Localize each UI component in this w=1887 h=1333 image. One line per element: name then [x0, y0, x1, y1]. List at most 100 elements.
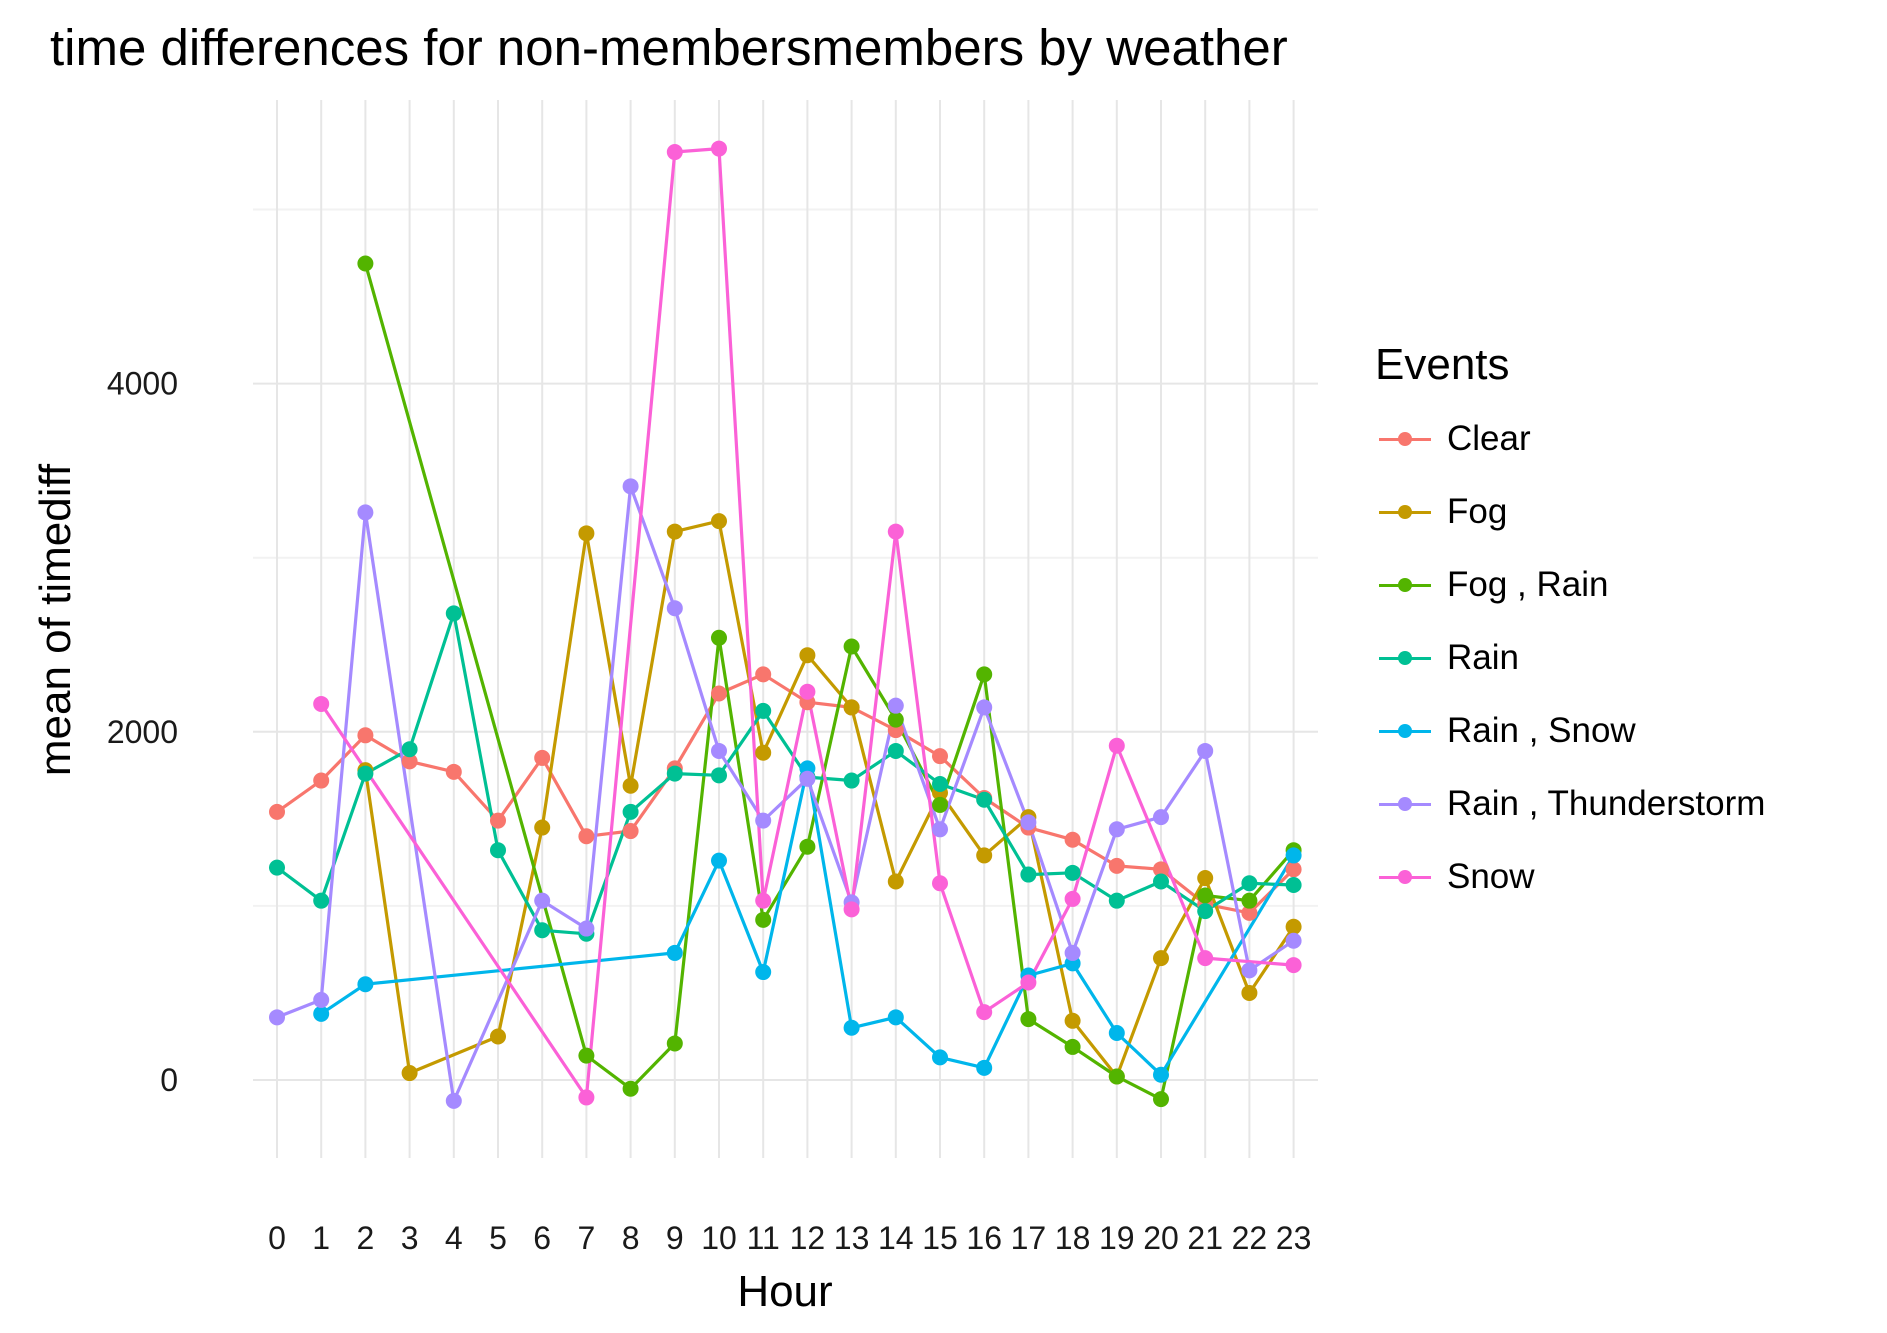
data-point-rain-snow [843, 1019, 860, 1036]
data-point-fog [666, 523, 683, 540]
data-point-clear [622, 823, 639, 840]
legend-item-snow: Snow [1375, 840, 1765, 913]
data-point-rain [313, 892, 330, 909]
legend-label: Rain [1447, 637, 1519, 677]
data-point-rain [357, 765, 374, 782]
data-point-fog [622, 777, 639, 794]
data-point-rain-snow [887, 1009, 904, 1026]
legend-key-icon [1375, 429, 1435, 449]
data-point-rain [1285, 877, 1302, 894]
x-tick-label: 9 [666, 1220, 684, 1256]
legend-key-icon [1375, 648, 1435, 668]
data-point-rain-thunderstorm [534, 892, 551, 909]
data-point-fog-rain [1020, 1011, 1037, 1028]
data-point-snow [976, 1004, 993, 1021]
data-point-clear [711, 685, 727, 702]
data-point-clear [269, 803, 285, 820]
data-point-fog-rain [887, 711, 904, 728]
data-point-fog [534, 819, 551, 836]
data-point-fog-rain [622, 1080, 639, 1097]
data-point-rain-thunderstorm [445, 1092, 462, 1109]
data-point-fog-rain [755, 911, 772, 928]
data-point-fog [1285, 918, 1302, 935]
x-axis-title: Hour [737, 1267, 832, 1316]
data-point-snow [932, 875, 948, 892]
data-point-clear [401, 753, 418, 770]
x-tick-label: 3 [401, 1220, 419, 1256]
data-point-fog-rain [578, 1047, 595, 1064]
data-point-rain-thunderstorm [313, 991, 330, 1008]
x-tick-label: 23 [1276, 1220, 1312, 1256]
data-point-rain [755, 702, 772, 719]
data-point-rain-thunderstorm [887, 697, 904, 714]
data-point-rain [490, 842, 506, 859]
x-axis-tick-labels: 0 1 2 3 4 5 6 7 8 9 10 11 12 13 14 15 16 17 18 19 20 21 22 23 [268, 1220, 1311, 1256]
data-point-fog [887, 873, 904, 890]
data-point-snow [1020, 974, 1037, 991]
data-point-rain [1241, 875, 1258, 892]
data-point-clear [1064, 831, 1081, 848]
data-point-rain-snow [666, 944, 683, 961]
y-tick-label: 0 [160, 1062, 178, 1098]
data-point-clear [534, 749, 551, 766]
data-point-rain [401, 741, 418, 758]
x-tick-label: 19 [1099, 1220, 1135, 1256]
x-tick-label: 6 [533, 1220, 551, 1256]
data-point-rain-snow [1285, 847, 1302, 864]
data-point-rain [534, 922, 551, 939]
data-point-fog [843, 699, 860, 716]
data-point-fog-rain [711, 629, 727, 646]
data-point-rain [1108, 892, 1125, 909]
data-point-fog [1241, 984, 1258, 1001]
data-point-clear [357, 727, 374, 744]
x-tick-label: 1 [312, 1220, 330, 1256]
data-point-rain-thunderstorm [1153, 809, 1169, 826]
data-point-clear [755, 666, 772, 683]
x-tick-label: 13 [834, 1220, 870, 1256]
data-point-rain [666, 765, 683, 782]
x-tick-label: 5 [489, 1220, 507, 1256]
legend-label: Snow [1447, 856, 1535, 896]
x-tick-label: 22 [1232, 1220, 1268, 1256]
legend-item-rain-thunderstorm: Rain , Thunderstorm [1375, 767, 1765, 840]
data-point-fog-rain [976, 666, 993, 683]
legend-key-icon [1375, 575, 1435, 595]
data-point-clear [1285, 861, 1302, 878]
data-point-fog-rain [1064, 1038, 1081, 1055]
data-point-rain-snow [932, 1049, 948, 1066]
x-tick-label: 16 [966, 1220, 1002, 1256]
x-tick-label: 7 [578, 1220, 596, 1256]
data-point-rain [711, 767, 727, 784]
data-point-snow [799, 683, 816, 700]
legend-item-rain-snow: Rain , Snow [1375, 694, 1765, 767]
x-tick-label: 21 [1187, 1220, 1223, 1256]
data-point-fog [976, 847, 993, 864]
data-point-clear [313, 772, 330, 789]
legend-item-fog-rain: Fog , Rain [1375, 548, 1765, 621]
data-point-rain [1064, 864, 1081, 881]
legend-key-icon [1375, 502, 1435, 522]
data-point-rain-snow [755, 964, 772, 981]
legend-label: Rain , Snow [1447, 710, 1636, 750]
data-point-fog-rain [1108, 1068, 1125, 1085]
data-point-fog-rain [843, 638, 860, 655]
data-point-fog [1064, 1012, 1081, 1029]
x-tick-label: 4 [445, 1220, 463, 1256]
data-point-snow [887, 523, 904, 540]
series-points [269, 140, 1302, 1109]
data-point-rain-thunderstorm [622, 478, 639, 495]
data-point-snow [1285, 957, 1302, 974]
data-point-rain-thunderstorm [1108, 821, 1125, 838]
legend-title: Events [1375, 340, 1510, 389]
data-point-rain-snow [711, 852, 727, 869]
legend-key-icon [1375, 794, 1435, 814]
data-point-snow [1064, 890, 1081, 907]
major-gridlines [253, 100, 1318, 1158]
data-point-fog-rain [1153, 1091, 1169, 1108]
data-point-fog [490, 1028, 506, 1045]
data-point-fog [711, 513, 727, 530]
x-tick-label: 18 [1055, 1220, 1091, 1256]
x-tick-label: 15 [922, 1220, 958, 1256]
data-point-rain [445, 605, 462, 622]
